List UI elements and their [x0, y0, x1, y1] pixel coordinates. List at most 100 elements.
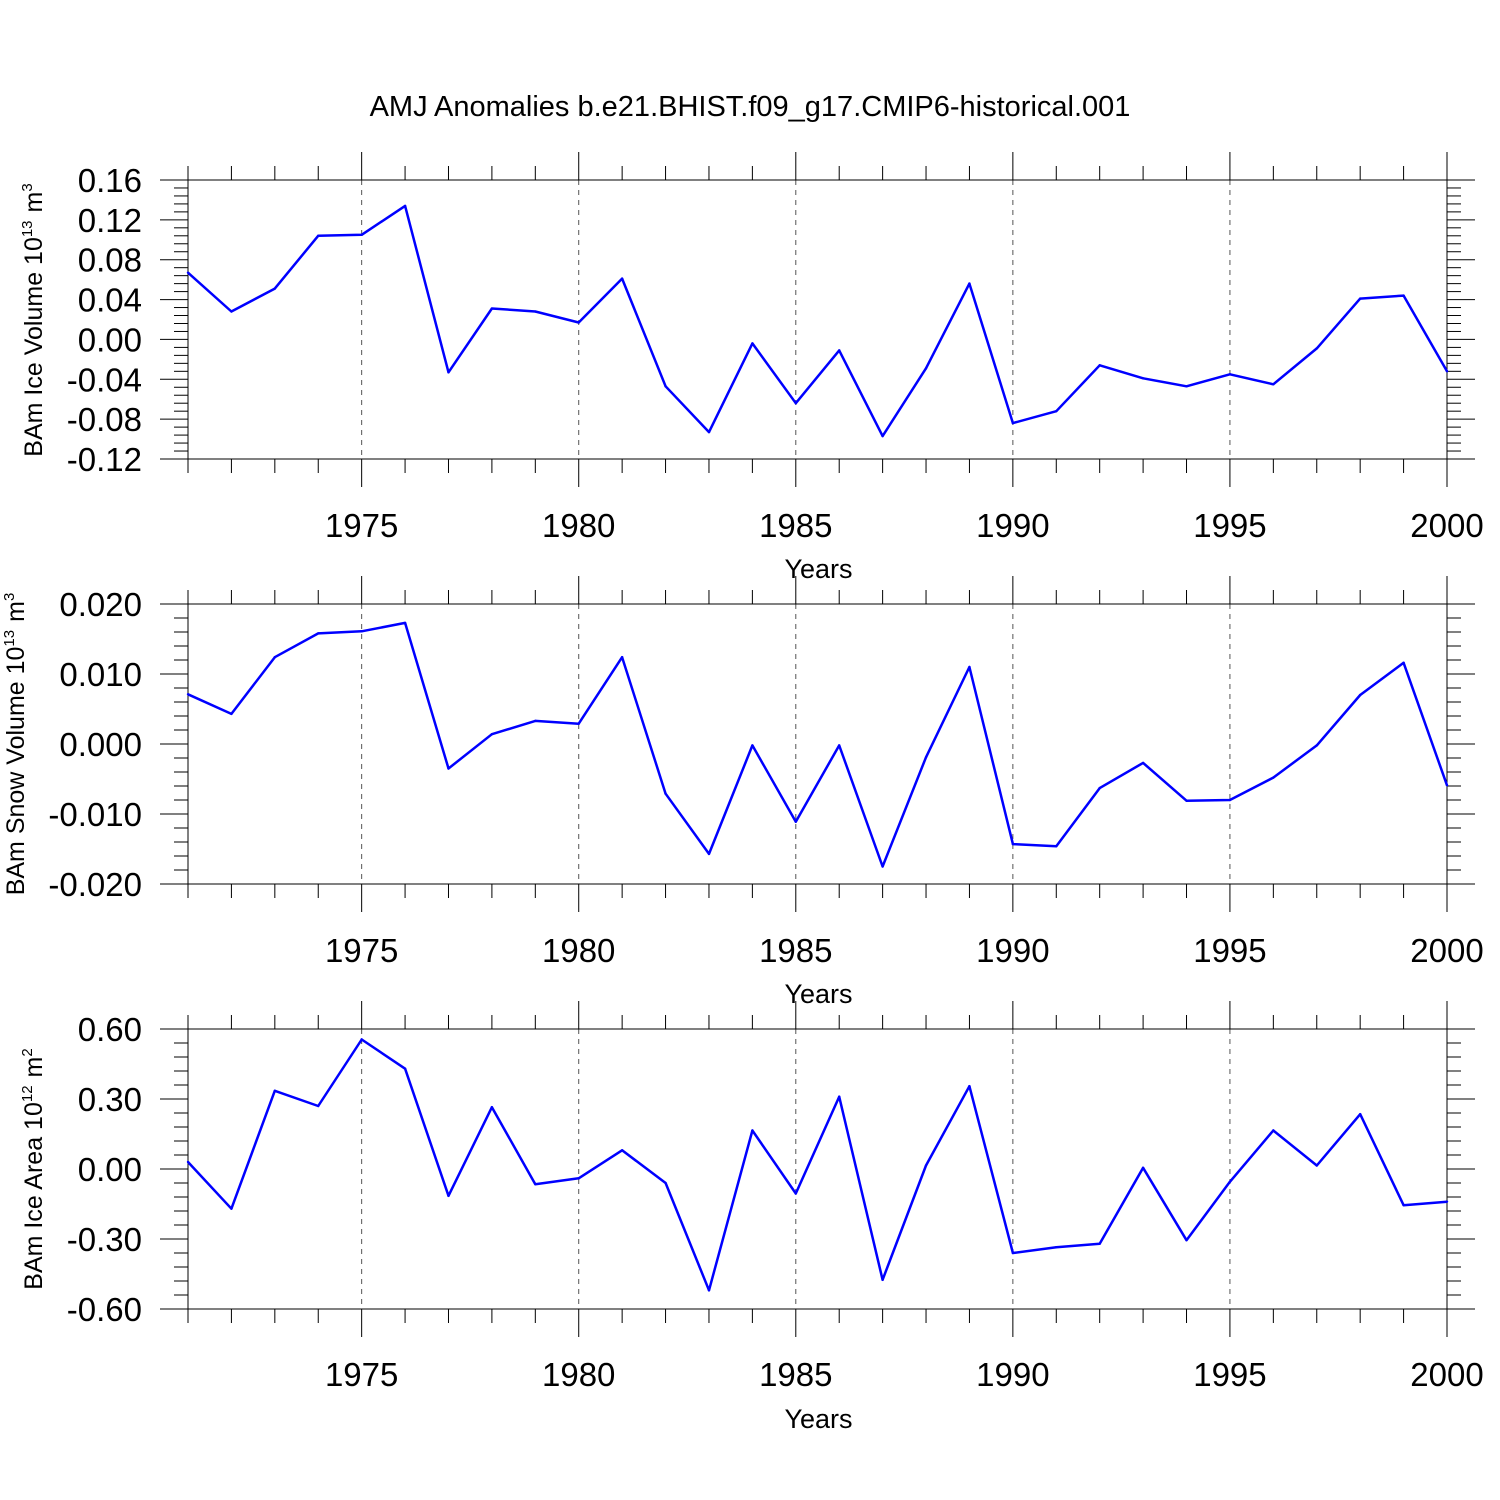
data-point: [620, 656, 624, 659]
data-point: [664, 385, 667, 388]
data-point: [403, 1067, 407, 1070]
y-tick-label: -0.30: [67, 1221, 142, 1258]
data-point: [968, 665, 971, 669]
y-axis-label-ylabel-exp: 12: [19, 1085, 36, 1102]
data-point: [881, 434, 884, 438]
y-axis-label-ylabel-exp: 13: [1, 630, 18, 647]
data-point: [447, 767, 450, 770]
data-point: [230, 310, 233, 313]
data-point: [490, 733, 494, 736]
panel-3: 0.60 0.30 0.00 -0.30 -0.60 1975 1980 1985 1990 19…: [19, 1001, 1484, 1434]
data-point: [490, 1105, 494, 1109]
data-point: [577, 1177, 580, 1180]
y-tick-label: 0.12: [78, 202, 142, 239]
x-tick-label: 2000: [1410, 1356, 1483, 1393]
data-point: [1445, 784, 1449, 787]
plot-frame: [187, 179, 1448, 460]
x-tick-label: 1990: [976, 507, 1049, 544]
data-point: [447, 371, 450, 374]
data-point: [838, 349, 841, 352]
data-point: [1272, 1129, 1275, 1132]
data-point: [1315, 347, 1318, 350]
data-point: [1185, 799, 1188, 802]
x-tick-label: 1985: [759, 932, 832, 969]
plot-frame: [187, 1028, 1448, 1310]
y-axis-label-ylabel-exp: 13: [19, 220, 36, 237]
x-tick-label: 1985: [759, 507, 832, 544]
data-point: [1098, 1242, 1101, 1245]
x-tick-label: 1995: [1193, 507, 1266, 544]
x-tick-label: 1990: [976, 932, 1049, 969]
data-point: [1272, 776, 1275, 779]
data-point: [1011, 1251, 1015, 1255]
x-tick-label: 1975: [325, 507, 398, 544]
panel-2: 0.020 0.010 0.000 -0.010 -0.020 1975 1980 1985 1…: [1, 576, 1484, 1009]
y-tick-label: 0.00: [78, 321, 142, 358]
y-tick-label: -0.12: [67, 441, 142, 478]
data-point: [1098, 364, 1101, 367]
data-point: [664, 792, 667, 795]
series-line: [187, 621, 1449, 868]
x-tick-label: 2000: [1410, 507, 1483, 544]
x-tick-label: 1995: [1193, 932, 1266, 969]
x-tick-label: 1975: [325, 932, 398, 969]
data-point: [490, 307, 494, 310]
y-tick-label: 0.010: [59, 656, 142, 693]
data-point: [1141, 1166, 1145, 1170]
x-tick-label: 1975: [325, 1356, 398, 1393]
data-point: [230, 712, 233, 716]
x-tick-label: 1995: [1193, 1356, 1266, 1393]
y-axis-label-ylabel-unit-exp: 3: [19, 183, 36, 191]
data-point: [881, 1278, 884, 1282]
data-point: [1228, 1180, 1232, 1184]
data-point: [968, 1084, 971, 1088]
y-tick-label: -0.60: [67, 1291, 142, 1328]
y-tick-label: -0.04: [67, 361, 142, 398]
data-point: [534, 719, 537, 723]
chart-title: AMJ Anomalies b.e21.BHIST.f09_g17.CMIP6-…: [370, 91, 1131, 123]
y-axis-label-ylabel-unit: m: [20, 1057, 48, 1078]
data-point: [273, 1089, 277, 1093]
data-point: [838, 1095, 841, 1098]
data-point: [360, 233, 363, 237]
x-axis-label: Years: [784, 554, 852, 584]
data-point: [577, 722, 580, 725]
y-axis-label-ylabel-main: BAm Ice Volume 10: [20, 237, 48, 457]
data-point: [1315, 1164, 1318, 1167]
data-point: [273, 287, 277, 290]
y-axis-label-ylabel-main: BAm Snow Volume 10: [2, 647, 30, 896]
panel-1: 0.160.120.080.040.00-0.04-0.08-0.12 1975 1…: [19, 152, 1484, 584]
data-point: [838, 744, 841, 747]
data-point: [403, 204, 407, 208]
data-point: [751, 342, 754, 345]
x-tick-label: 1985: [759, 1356, 832, 1393]
data-point: [968, 282, 971, 285]
data-point: [1185, 1238, 1188, 1242]
data-point: [881, 865, 884, 868]
plot-frame: [187, 603, 1448, 885]
data-point: [317, 1104, 320, 1108]
data-point: [273, 656, 277, 659]
data-point: [230, 1207, 233, 1210]
data-point: [794, 820, 797, 823]
series-line: [187, 1038, 1448, 1292]
data-point: [1228, 798, 1232, 802]
data-point: [794, 402, 797, 405]
y-tick-label: 0.16: [78, 162, 142, 199]
data-point: [403, 621, 407, 625]
data-point: [924, 367, 928, 370]
data-point: [794, 1192, 797, 1195]
data-point: [447, 1194, 450, 1198]
data-point: [1358, 297, 1362, 300]
data-point: [317, 632, 320, 635]
data-point: [1402, 294, 1405, 297]
data-point: [1011, 421, 1015, 425]
x-axis-label: Years: [784, 1404, 852, 1434]
data-point: [186, 693, 190, 696]
data-point: [1445, 370, 1449, 373]
y-tick-label: 0.04: [78, 282, 142, 319]
data-point: [1141, 761, 1145, 765]
data-point: [1445, 1200, 1449, 1203]
data-point: [186, 1160, 190, 1164]
data-point: [707, 1289, 711, 1292]
